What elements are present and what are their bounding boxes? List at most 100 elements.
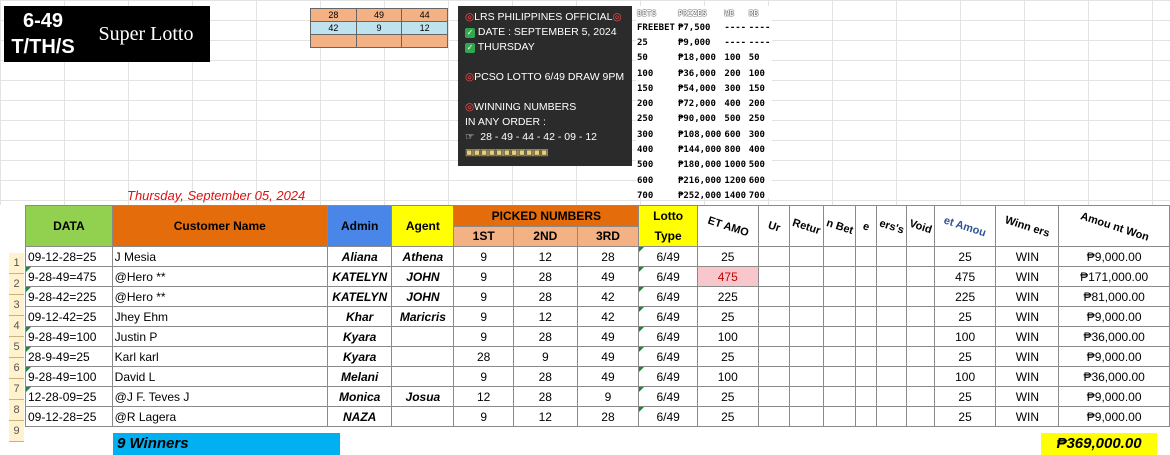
cell-empty[interactable]	[757, 406, 791, 427]
col-third[interactable]: 3RD	[576, 225, 640, 247]
cell-empty[interactable]	[855, 346, 877, 367]
cell-amount[interactable]: 25	[933, 386, 997, 407]
cell-third[interactable]: 49	[576, 266, 640, 287]
cell-bet[interactable]: 25	[696, 386, 759, 407]
cell-empty[interactable]	[822, 266, 857, 287]
cell-result[interactable]: WIN	[995, 386, 1060, 407]
cell-empty[interactable]	[822, 346, 857, 367]
cell-empty[interactable]	[757, 366, 791, 387]
cell-amount[interactable]: 25	[933, 406, 997, 427]
cell-data[interactable]: 9-28-42=225	[25, 286, 113, 307]
mini-cell[interactable]: 28	[310, 8, 357, 22]
table-row[interactable]: 9-28-49=100 Justin P Kyara 9 28 49 6/49 100 100 W…	[25, 326, 1170, 347]
cell-lotto-type[interactable]: 6/49	[638, 386, 698, 407]
cell-first[interactable]: 9	[453, 406, 515, 427]
cell-empty[interactable]	[905, 306, 935, 327]
cell-empty[interactable]	[905, 406, 935, 427]
cell-data[interactable]: 28-9-49=25	[25, 346, 113, 367]
cell-lotto-type[interactable]: 6/49	[638, 266, 698, 287]
cell-data[interactable]: 09-12-42=25	[25, 306, 113, 327]
row-number[interactable]: 5	[9, 337, 24, 358]
cell-agent[interactable]: Josua	[391, 386, 455, 407]
cell-empty[interactable]	[855, 286, 877, 307]
total-amount[interactable]: ₱369,000.00	[1041, 433, 1157, 455]
cell-lotto-type[interactable]: 6/49	[638, 326, 698, 347]
mini-cell[interactable]: 9	[355, 21, 403, 35]
col-picked-numbers[interactable]: PICKED NUMBERS	[453, 205, 640, 227]
table-row[interactable]: 12-28-09=25 @J F. Teves J Monica Josua 12 28 9…	[25, 386, 1170, 407]
cell-customer[interactable]: @R Lagera	[111, 406, 328, 427]
mini-cell[interactable]	[310, 34, 357, 48]
cell-lotto-type[interactable]: 6/49	[638, 246, 698, 267]
cell-empty[interactable]	[905, 366, 935, 387]
cell-empty[interactable]	[822, 326, 857, 347]
cell-won[interactable]: ₱36,000.00	[1058, 366, 1170, 387]
cell-third[interactable]: 42	[576, 286, 640, 307]
cell-second[interactable]: 9	[513, 346, 578, 367]
cell-empty[interactable]	[905, 326, 935, 347]
cell-bet[interactable]: 25	[696, 306, 759, 327]
cell-customer[interactable]: David L	[111, 366, 328, 387]
cell-data[interactable]: 09-12-28=25	[25, 406, 113, 427]
cell-admin[interactable]: Aliana	[326, 246, 393, 267]
cell-empty[interactable]	[822, 246, 857, 267]
cell-empty[interactable]	[855, 306, 877, 327]
col-customer[interactable]: Customer Name	[111, 205, 328, 247]
cell-third[interactable]: 42	[576, 306, 640, 327]
cell-admin[interactable]: Melani	[326, 366, 393, 387]
cell-empty[interactable]	[757, 326, 791, 347]
cell-empty[interactable]	[789, 406, 824, 427]
cell-customer[interactable]: @Hero **	[111, 286, 328, 307]
cell-amount[interactable]: 25	[933, 346, 997, 367]
cell-amount[interactable]: 25	[933, 246, 997, 267]
cell-admin[interactable]: Kyara	[326, 326, 393, 347]
cell-empty[interactable]	[855, 366, 877, 387]
cell-first[interactable]: 9	[453, 306, 515, 327]
cell-empty[interactable]	[855, 246, 877, 267]
cell-second[interactable]: 12	[513, 306, 578, 327]
table-row[interactable]: 9-28-42=225 @Hero ** KATELYN JOHN 9 28 42 6/49 2…	[25, 286, 1170, 307]
cell-amount[interactable]: 25	[933, 306, 997, 327]
cell-admin[interactable]: KATELYN	[326, 286, 393, 307]
cell-first[interactable]: 28	[453, 346, 515, 367]
cell-second[interactable]: 28	[513, 266, 578, 287]
cell-agent[interactable]: JOHN	[391, 266, 455, 287]
cell-admin[interactable]: NAZA	[326, 406, 393, 427]
cell-agent[interactable]	[391, 366, 455, 387]
cell-admin[interactable]: Kyara	[326, 346, 393, 367]
cell-customer[interactable]: Jhey Ehm	[111, 306, 328, 327]
col-un[interactable]: Ur	[757, 205, 791, 247]
cell-won[interactable]: ₱9,000.00	[1058, 406, 1170, 427]
cell-won[interactable]: ₱171,000.00	[1058, 266, 1170, 287]
cell-agent[interactable]: Maricris	[391, 306, 455, 327]
cell-first[interactable]: 9	[453, 246, 515, 267]
col-void[interactable]: Void	[905, 205, 935, 247]
cell-result[interactable]: WIN	[995, 286, 1060, 307]
cell-bet[interactable]: 25	[696, 406, 759, 427]
cell-empty[interactable]	[757, 306, 791, 327]
cell-lotto-type[interactable]: 6/49	[638, 406, 698, 427]
cell-amount[interactable]: 100	[933, 366, 997, 387]
row-number[interactable]: 2	[9, 274, 24, 295]
cell-empty[interactable]	[875, 366, 907, 387]
cell-empty[interactable]	[789, 286, 824, 307]
cell-amount[interactable]: 100	[933, 326, 997, 347]
cell-empty[interactable]	[822, 286, 857, 307]
cell-empty[interactable]	[875, 326, 907, 347]
cell-second[interactable]: 28	[513, 326, 578, 347]
cell-won[interactable]: ₱9,000.00	[1058, 246, 1170, 267]
cell-data[interactable]: 9-28-49=100	[25, 366, 113, 387]
cell-result[interactable]: WIN	[995, 366, 1060, 387]
cell-empty[interactable]	[822, 306, 857, 327]
cell-empty[interactable]	[789, 346, 824, 367]
cell-result[interactable]: WIN	[995, 346, 1060, 367]
cell-bet[interactable]: 475	[696, 266, 759, 287]
cell-customer[interactable]: @J F. Teves J	[111, 386, 328, 407]
cell-admin[interactable]: KATELYN	[326, 266, 393, 287]
cell-first[interactable]: 9	[453, 286, 515, 307]
mini-cell[interactable]: 42	[310, 21, 357, 35]
cell-admin[interactable]: Khar	[326, 306, 393, 327]
cell-empty[interactable]	[822, 386, 857, 407]
row-number[interactable]: 1	[9, 253, 24, 274]
cell-lotto-type[interactable]: 6/49	[638, 346, 698, 367]
